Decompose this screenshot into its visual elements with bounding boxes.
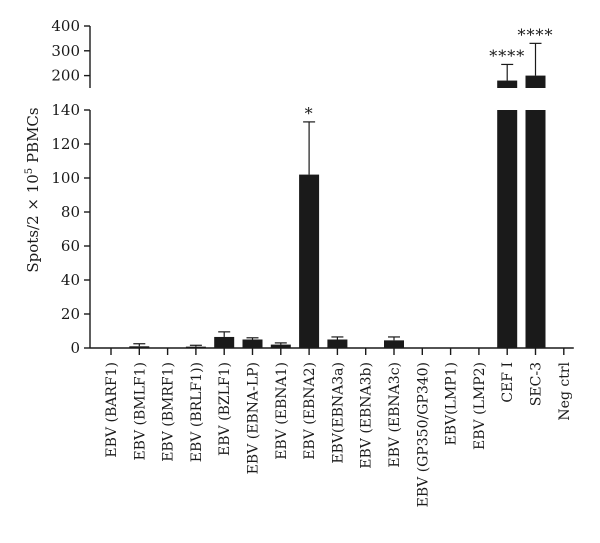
y-tick-label: 400 — [51, 17, 80, 35]
significance-markers: ********* — [305, 25, 554, 123]
significance-marker: **** — [518, 25, 554, 44]
bar — [384, 340, 404, 348]
x-tick-label: EBV (LMP2) — [472, 362, 488, 450]
y-tick-label: 200 — [51, 67, 80, 85]
y-tick-label: 0 — [70, 339, 80, 357]
y-tick-label: 40 — [61, 271, 80, 289]
x-tick-label: EBV (BZLF1) — [217, 362, 233, 456]
bar — [270, 344, 291, 348]
y-tick-label: 20 — [61, 305, 80, 323]
y-tick-label: 140 — [51, 101, 80, 119]
x-tick-label: EBV (BRLF1)) — [189, 362, 205, 462]
x-tick-label: EBV (EBNA1) — [274, 362, 290, 460]
x-tick-label: SEC-3 — [529, 362, 545, 406]
y-axis-label-main: Spots/2 × 10 — [24, 174, 42, 272]
x-tick-label: EBV (BMLF1) — [132, 362, 148, 461]
bars — [129, 75, 546, 348]
x-tick-labels: EBV (BARF1) EBV (BMLF1) EBV (BMRF1) EBV (BR… — [104, 361, 573, 507]
x-tick-label: Neg ctrl — [557, 361, 573, 420]
bar — [129, 346, 150, 348]
axes — [89, 26, 574, 355]
bar — [185, 346, 206, 348]
y-tick-label: 80 — [61, 203, 80, 221]
x-tick-label: EBV (EBNA3c) — [387, 362, 403, 468]
y-tick-label: 120 — [51, 135, 80, 153]
y-axis-label: Spots/2 × 105 PBMCs — [24, 107, 42, 272]
x-tick-label: EBV (GP350/GP340) — [415, 362, 431, 507]
x-tick-label: EBV (BARF1) — [104, 362, 120, 458]
x-tick-label: EBV (BMRF1) — [161, 362, 177, 462]
y-tick-label: 60 — [61, 237, 80, 255]
y-axis-label-exponent: 5 — [24, 168, 35, 174]
x-tick-label: EBV(LMP1) — [444, 362, 460, 446]
bar — [327, 339, 348, 348]
y-ticks: 0 20 40 60 80 100 120 140 200 300 400 — [51, 17, 90, 357]
x-tick-label: EBV (EBNA-LP) — [246, 362, 262, 474]
x-tick-label: CEF I — [500, 362, 516, 403]
significance-marker: **** — [489, 46, 525, 65]
bar — [242, 339, 263, 348]
bar-upper-segment — [525, 75, 546, 88]
y-tick-label: 100 — [51, 169, 80, 187]
x-tick-label: EBV(EBNA3a) — [330, 362, 346, 464]
x-tick-label: EBV (EBNA3b) — [359, 362, 375, 469]
significance-marker: * — [305, 104, 314, 123]
bar — [214, 336, 235, 348]
y-tick-label: 300 — [51, 42, 80, 60]
bar — [497, 110, 518, 348]
bar — [525, 110, 546, 348]
y-axis-label-suffix: PBMCs — [24, 107, 42, 167]
bar — [299, 174, 320, 348]
bar-upper-segment — [497, 80, 518, 88]
error-bars — [133, 42, 542, 347]
x-tick-label: EBV (EBNA2) — [302, 362, 318, 460]
